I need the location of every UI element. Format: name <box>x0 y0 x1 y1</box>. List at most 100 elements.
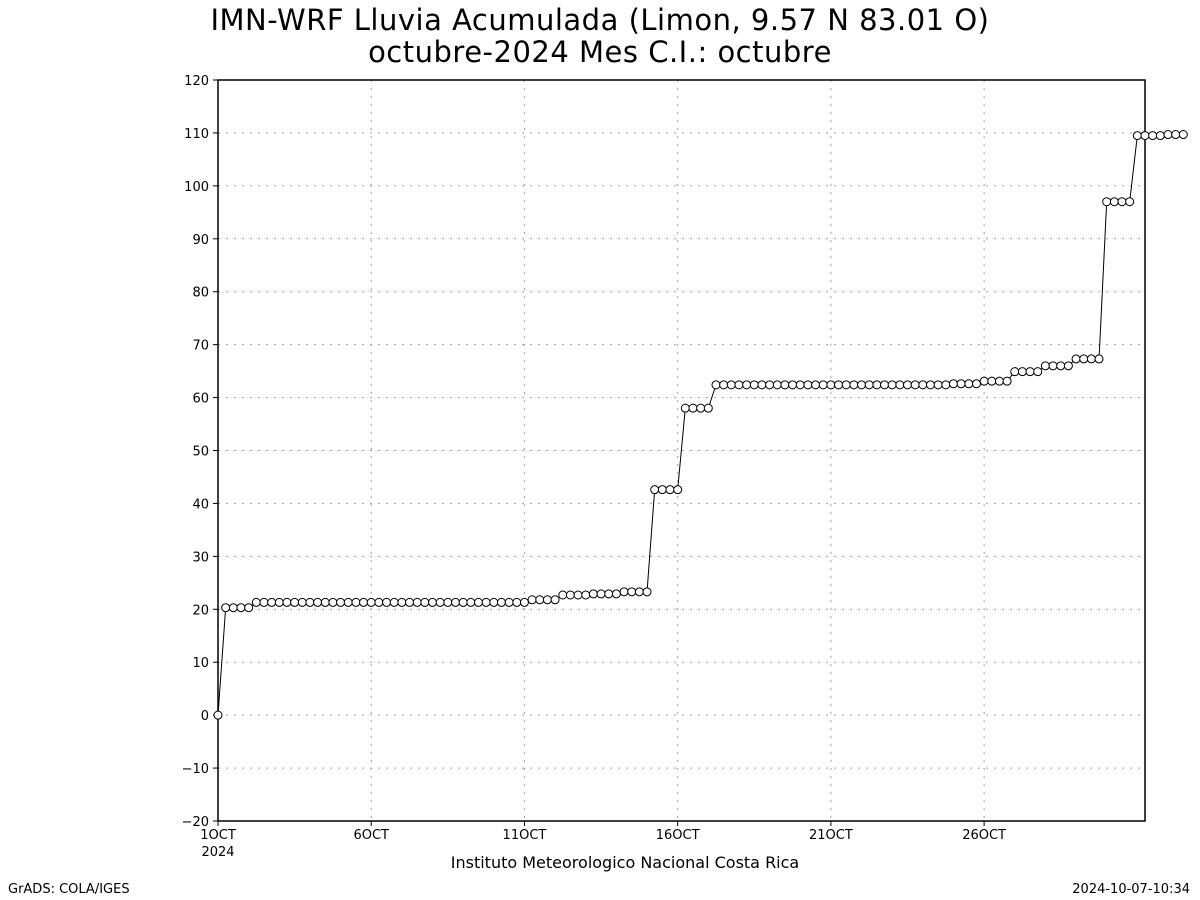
x-axis-label: Instituto Meteorologico Nacional Costa R… <box>450 853 800 872</box>
data-point <box>834 380 844 390</box>
data-point <box>811 380 821 390</box>
data-point <box>925 380 935 390</box>
data-point <box>228 603 238 613</box>
data-point <box>918 380 928 390</box>
data-point <box>1163 130 1173 140</box>
data-point <box>1040 361 1050 371</box>
data-point <box>290 597 300 607</box>
data-point <box>604 589 614 599</box>
data-point <box>749 380 759 390</box>
data-point <box>343 597 353 607</box>
data-point <box>1002 376 1012 386</box>
data-point <box>542 595 552 605</box>
chart-title: IMN-WRF Lluvia Acumulada (Limon, 9.57 N … <box>210 3 990 37</box>
data-point <box>887 380 897 390</box>
x-tick-label: 6OCT <box>353 828 389 843</box>
data-point <box>1079 354 1089 364</box>
data-point <box>688 403 698 413</box>
data-point <box>320 597 330 607</box>
data-point <box>558 590 568 600</box>
data-point <box>213 710 223 720</box>
data-point <box>251 597 261 607</box>
data-point <box>971 379 981 389</box>
x-tick-label: 21OCT <box>809 828 853 843</box>
data-point <box>1117 197 1127 207</box>
data-point <box>1025 367 1035 377</box>
x-tick-label: 26OCT <box>962 828 1006 843</box>
data-point <box>351 597 361 607</box>
y-tick-label: 90 <box>192 233 209 248</box>
data-point <box>1071 354 1081 364</box>
data-point <box>1010 367 1020 377</box>
data-point <box>1109 197 1119 207</box>
data-point <box>757 380 767 390</box>
chart-subtitle: octubre-2024 Mes C.I.: octubre <box>368 35 832 69</box>
data-point <box>297 597 307 607</box>
data-point <box>1102 197 1112 207</box>
y-tick-label: 70 <box>192 339 209 354</box>
data-point <box>948 379 958 389</box>
data-point <box>657 485 667 495</box>
data-point <box>374 597 384 607</box>
data-point <box>1094 354 1104 364</box>
data-point <box>719 380 729 390</box>
data-point <box>550 595 560 605</box>
data-point <box>680 403 690 413</box>
data-point <box>619 587 629 597</box>
data-point <box>481 597 491 607</box>
data-point <box>1048 361 1058 371</box>
data-point <box>336 597 346 607</box>
data-point <box>1155 131 1165 141</box>
data-point <box>1132 131 1142 141</box>
data-point <box>1017 367 1027 377</box>
data-point <box>857 380 867 390</box>
data-point <box>826 380 836 390</box>
data-point <box>734 380 744 390</box>
y-tick-label: 120 <box>184 74 209 89</box>
data-point <box>1063 361 1073 371</box>
data-point <box>1086 354 1096 364</box>
y-tick-label: 110 <box>184 127 209 142</box>
data-point <box>788 380 798 390</box>
y-tick-label: 50 <box>192 445 209 460</box>
x-tick-label: 11OCT <box>503 828 547 843</box>
data-point <box>711 380 721 390</box>
data-point <box>933 380 943 390</box>
y-tick-label: 40 <box>192 497 209 512</box>
data-point <box>726 380 736 390</box>
data-point <box>443 597 453 607</box>
data-point <box>1125 197 1135 207</box>
data-point <box>244 603 254 613</box>
data-point <box>941 380 951 390</box>
data-point <box>772 380 782 390</box>
data-point <box>565 590 575 600</box>
data-point <box>282 597 292 607</box>
y-tick-label: 80 <box>192 286 209 301</box>
data-point <box>880 380 890 390</box>
y-tick-label: 100 <box>184 180 209 195</box>
data-point <box>803 380 813 390</box>
data-point <box>1178 130 1188 140</box>
data-point <box>527 595 537 605</box>
data-point <box>512 597 522 607</box>
data-point <box>359 597 369 607</box>
data-point <box>979 376 989 386</box>
data-point <box>588 589 598 599</box>
data-point <box>665 485 675 495</box>
data-point <box>994 376 1004 386</box>
data-point <box>274 597 284 607</box>
y-tick-label: −20 <box>182 815 209 830</box>
data-point <box>450 597 460 607</box>
data-point <box>673 485 683 495</box>
data-point <box>473 597 483 607</box>
data-point <box>703 403 713 413</box>
data-point <box>903 380 913 390</box>
data-point <box>328 597 338 607</box>
data-point <box>795 380 805 390</box>
data-point <box>627 587 637 597</box>
data-point <box>696 403 706 413</box>
data-point <box>596 589 606 599</box>
data-point <box>305 597 315 607</box>
plot-frame <box>217 79 1146 822</box>
